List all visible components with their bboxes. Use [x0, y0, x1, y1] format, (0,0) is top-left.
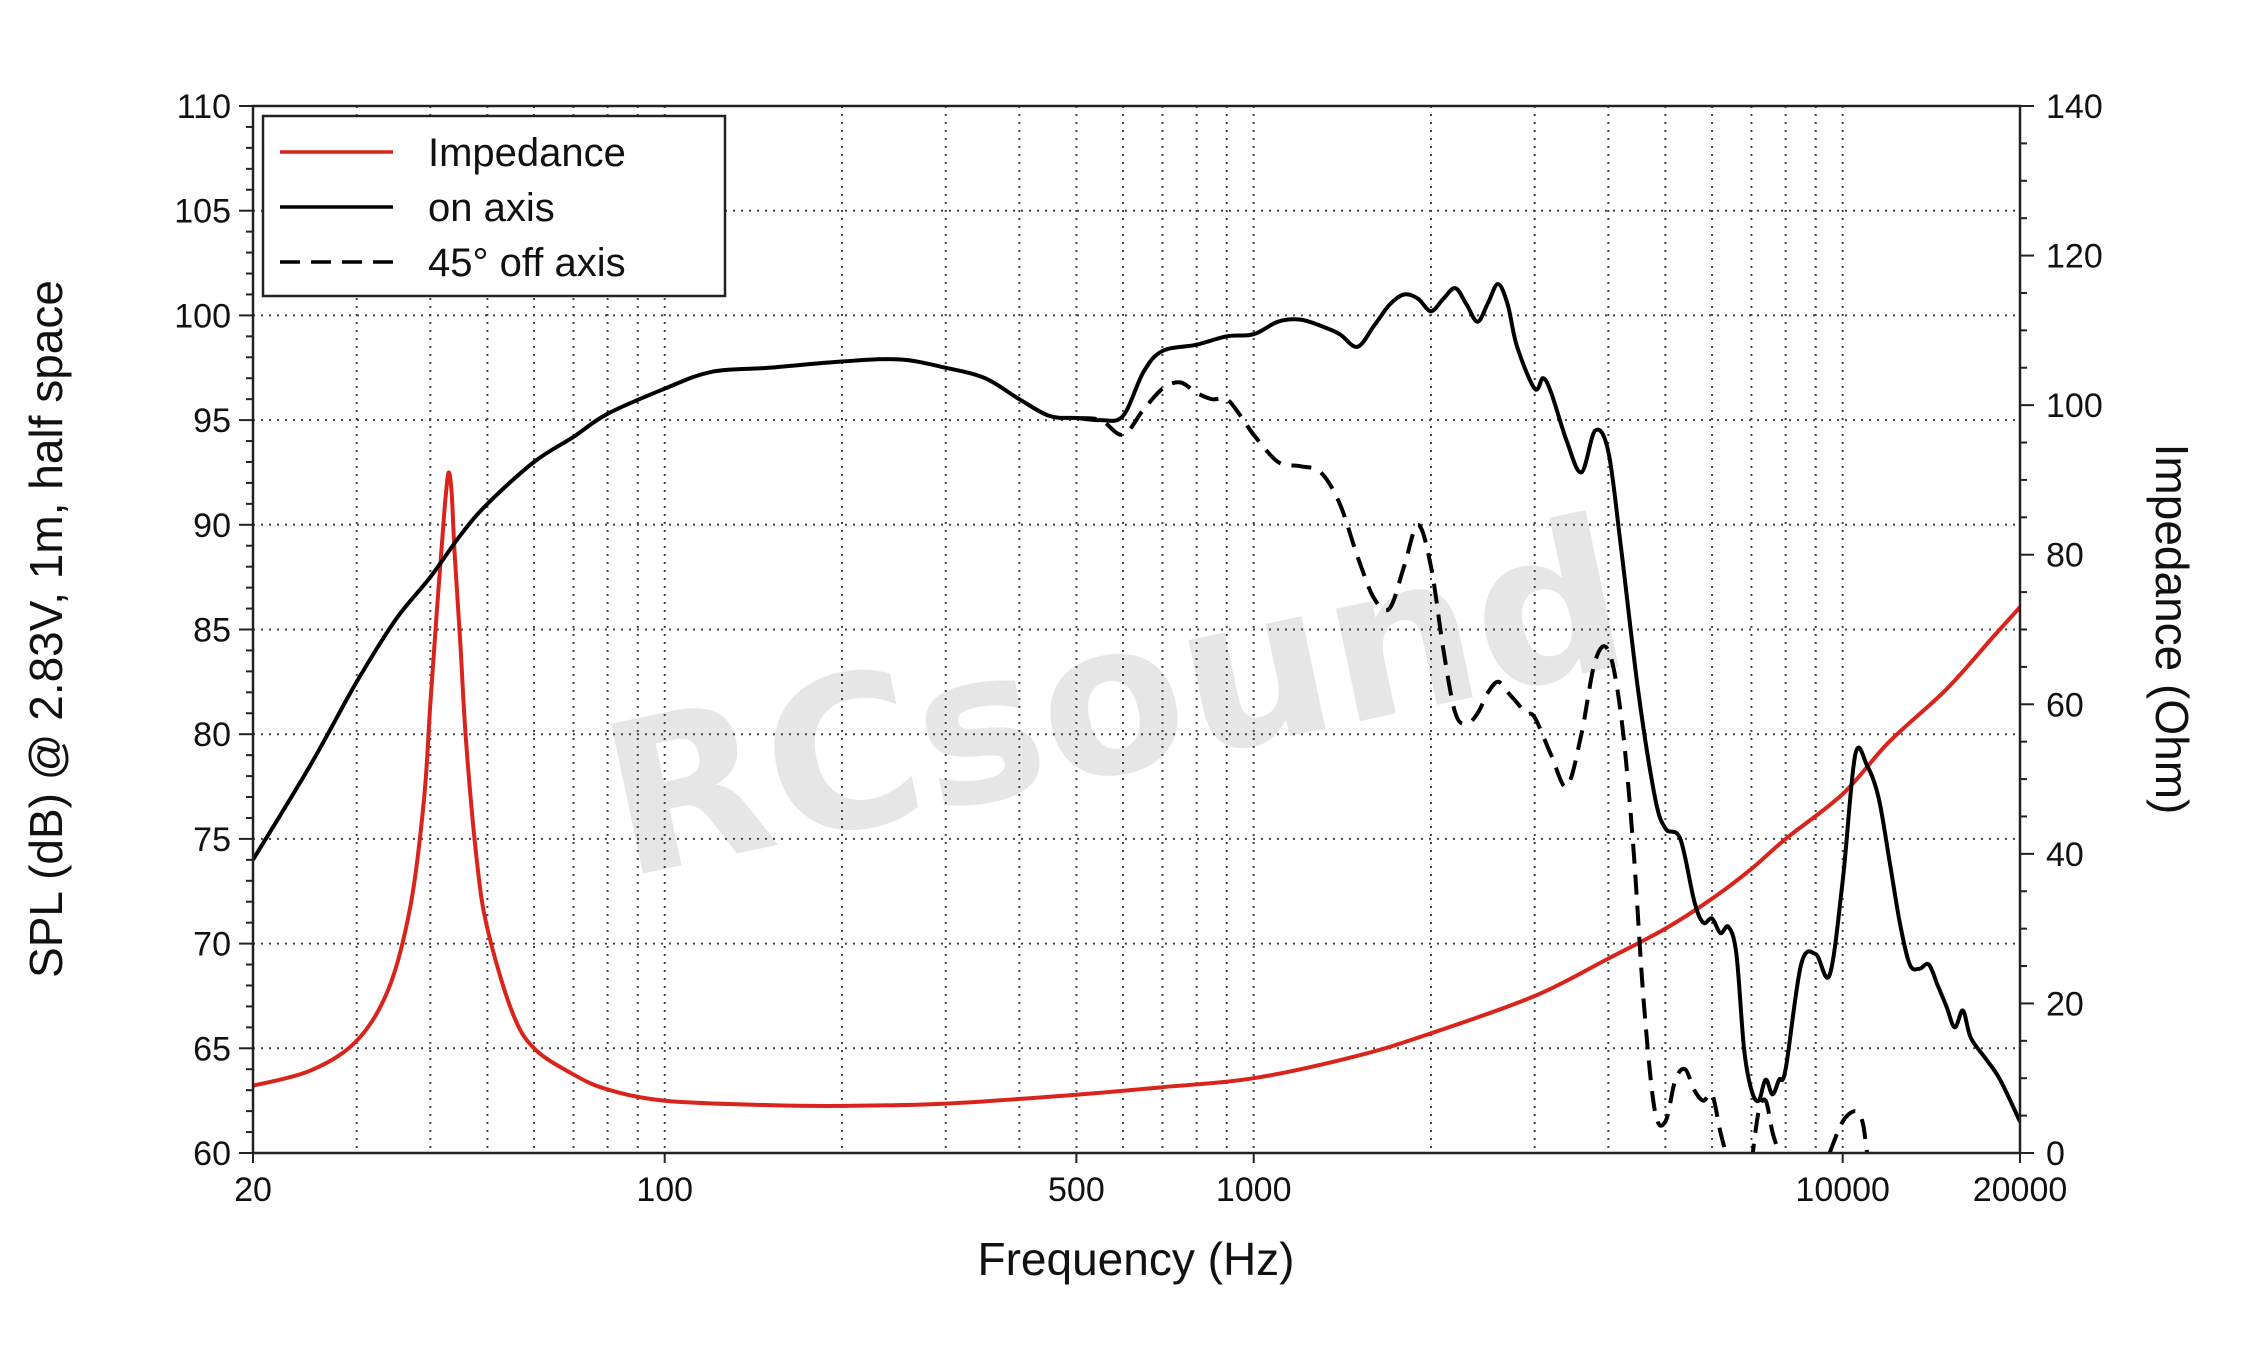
y2-tick-label: 60 [2046, 686, 2084, 724]
legend-label-off-axis: 45° off axis [428, 241, 626, 285]
y-tick-label: 65 [193, 1030, 231, 1068]
watermark: RCsound [584, 472, 1647, 927]
y-tick-label: 90 [193, 507, 231, 545]
x-tick-label: 20000 [1973, 1171, 2068, 1209]
legend-label-on-axis: on axis [428, 186, 555, 230]
y2-tick-label: 40 [2046, 836, 2084, 874]
legend: Impedance on axis 45° off axis [261, 114, 727, 298]
x-tick-label: 500 [1048, 1171, 1105, 1209]
series-line-on-axis [253, 282, 2020, 1123]
watermark-text: RCsound [584, 472, 1647, 927]
y-tick-label: 105 [174, 193, 231, 231]
y-tick-label: 85 [193, 612, 231, 650]
x-tick-label: 1000 [1216, 1171, 1292, 1209]
y-tick-label: 80 [193, 716, 231, 754]
series-line-45-off-axis-seg2 [1827, 1109, 1870, 1153]
series-line-impedance [253, 470, 2020, 1108]
y-tick-label: 110 [177, 88, 231, 126]
y2-tick-label: 140 [2046, 88, 2103, 126]
y2-tick-label: 80 [2046, 537, 2084, 575]
series-line-45-off-axis-seg1 [1750, 1097, 1782, 1153]
x-tick-label: 20 [234, 1171, 272, 1209]
series-layer [253, 282, 2020, 1153]
y-tick-label: 95 [193, 402, 231, 440]
y-tick-label: 75 [193, 821, 231, 859]
axis-ticks: 20 100 500 1000 10000 20000110105100959085807… [174, 88, 2102, 1209]
y2-axis-title: Impedance (Ohm) [2146, 444, 2198, 815]
y-tick-label: 60 [193, 1135, 231, 1173]
y-tick-label: 70 [193, 926, 231, 964]
y-axis-title: SPL (dB) @ 2.83V, 1m, half space [20, 280, 72, 978]
y2-tick-label: 0 [2046, 1135, 2065, 1173]
grid [253, 106, 2020, 1153]
series-line-45-off-axis-seg0 [1076, 380, 1728, 1153]
x-tick-label: 100 [636, 1171, 693, 1209]
x-tick-label: 10000 [1795, 1171, 1890, 1209]
y2-tick-label: 120 [2046, 238, 2103, 276]
y2-tick-label: 20 [2046, 985, 2084, 1023]
y2-tick-label: 100 [2046, 387, 2103, 425]
x-axis-title: Frequency (Hz) [978, 1233, 1295, 1285]
legend-label-impedance: Impedance [428, 131, 626, 175]
y-tick-label: 100 [174, 297, 231, 335]
